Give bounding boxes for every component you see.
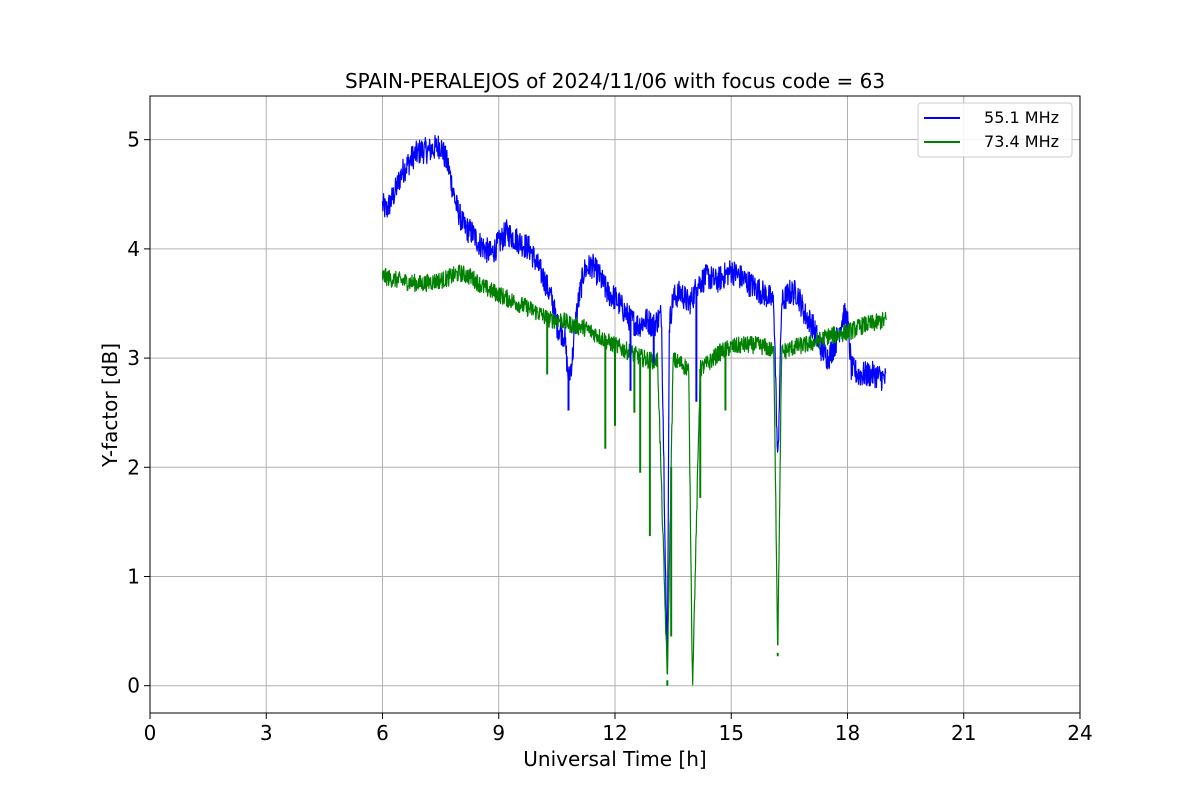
- y-tick-label: 1: [127, 564, 140, 588]
- series-line: [381, 264, 887, 686]
- y-tick-label: 5: [127, 128, 140, 152]
- legend-label: 73.4 MHz: [984, 132, 1059, 151]
- legend: 55.1 MHz 73.4 MHz: [917, 102, 1073, 158]
- x-tick-label: 12: [602, 721, 627, 745]
- x-tick-label: 6: [376, 721, 389, 745]
- y-axis-label: Y-factor [dB]: [98, 343, 122, 468]
- x-tick-label: 15: [719, 721, 744, 745]
- x-axis-ticks: 0 3 6 9 12 15 18 21 24: [144, 713, 1093, 745]
- series-line: [381, 134, 887, 669]
- legend-label: 55.1 MHz: [984, 108, 1059, 127]
- chart-title: SPAIN-PERALEJOS of 2024/11/06 with focus…: [345, 69, 885, 93]
- x-tick-label: 0: [144, 721, 157, 745]
- y-tick-label: 4: [127, 237, 140, 261]
- x-tick-label: 24: [1067, 721, 1092, 745]
- y-tick-label: 3: [127, 346, 140, 370]
- series-layer: [381, 134, 887, 686]
- legend-box: [917, 102, 1073, 158]
- dip-spikes: [546, 287, 779, 686]
- x-axis-label: Universal Time [h]: [523, 747, 706, 771]
- y-tick-label: 2: [127, 455, 140, 479]
- series-1: [381, 264, 887, 686]
- y-axis-ticks: 0 1 2 3 4 5: [127, 128, 150, 698]
- x-tick-label: 3: [260, 721, 273, 745]
- y-tick-label: 0: [127, 674, 140, 698]
- x-tick-label: 9: [492, 721, 505, 745]
- series-0: [381, 134, 887, 669]
- x-tick-label: 21: [951, 721, 976, 745]
- x-tick-label: 18: [835, 721, 860, 745]
